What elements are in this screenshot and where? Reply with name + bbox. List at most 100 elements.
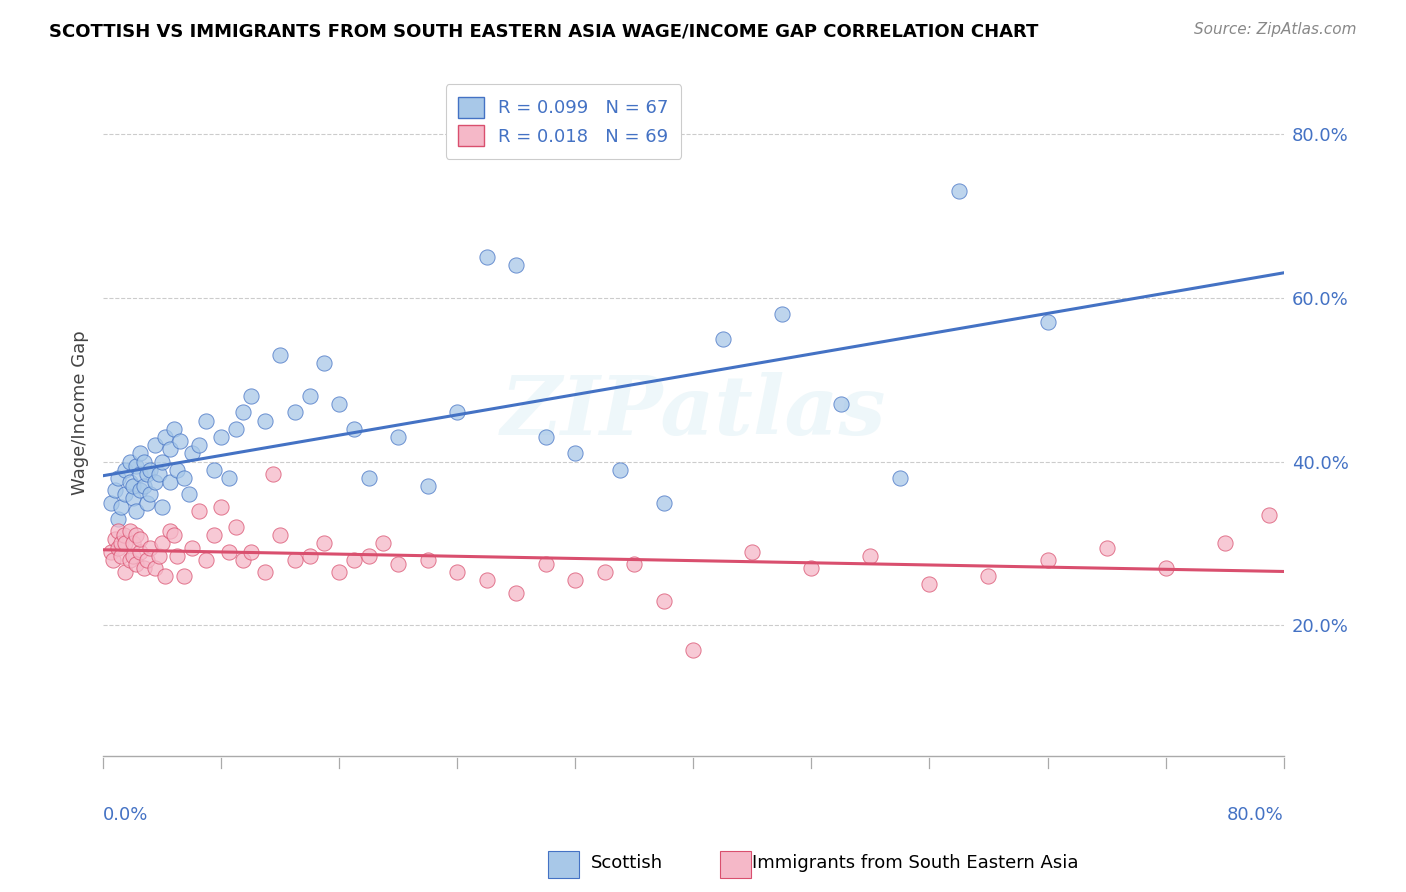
Point [859, 549, 882, 563]
Point [118, 524, 141, 539]
Point [564, 446, 586, 460]
Point [209, 500, 232, 514]
Point [977, 569, 1000, 583]
Point [110, 536, 132, 550]
Point [129, 446, 152, 460]
Point [239, 544, 262, 558]
Point [593, 565, 616, 579]
Text: Source: ZipAtlas.com: Source: ZipAtlas.com [1194, 22, 1357, 37]
Point [416, 553, 439, 567]
Point [218, 544, 240, 558]
Point [180, 541, 202, 555]
Point [136, 495, 159, 509]
Text: 80.0%: 80.0% [1227, 805, 1284, 823]
Point [107, 524, 129, 539]
Point [114, 487, 136, 501]
Point [218, 471, 240, 485]
Point [118, 454, 141, 468]
Point [505, 258, 527, 272]
Point [534, 557, 557, 571]
Point [163, 528, 186, 542]
Point [173, 569, 195, 583]
Point [343, 553, 366, 567]
Text: Scottish: Scottish [591, 855, 662, 872]
Point [150, 500, 173, 514]
Point [153, 430, 176, 444]
Point [1213, 536, 1236, 550]
Point [124, 557, 146, 571]
Point [225, 422, 247, 436]
Point [143, 475, 166, 489]
Point [166, 463, 188, 477]
Point [387, 430, 409, 444]
Point [298, 389, 321, 403]
Point [711, 332, 734, 346]
Point [1036, 553, 1059, 567]
Point [202, 528, 225, 542]
Point [118, 475, 141, 489]
Point [1095, 541, 1118, 555]
Point [166, 549, 188, 563]
Point [124, 458, 146, 473]
Point [534, 430, 557, 444]
Point [139, 463, 162, 477]
Point [103, 553, 125, 567]
Point [153, 569, 176, 583]
Legend: R = 0.099   N = 67, R = 0.018   N = 69: R = 0.099 N = 67, R = 0.018 N = 69 [446, 85, 681, 159]
Point [110, 500, 132, 514]
Point [136, 553, 159, 567]
Point [446, 565, 468, 579]
Point [121, 549, 143, 563]
Point [373, 536, 395, 550]
Point [107, 471, 129, 485]
Point [110, 549, 132, 563]
Point [416, 479, 439, 493]
Point [800, 561, 823, 575]
Point [118, 553, 141, 567]
Point [1257, 508, 1279, 522]
Text: SCOTTISH VS IMMIGRANTS FROM SOUTH EASTERN ASIA WAGE/INCOME GAP CORRELATION CHART: SCOTTISH VS IMMIGRANTS FROM SOUTH EASTER… [49, 22, 1039, 40]
Point [121, 536, 143, 550]
Point [475, 574, 498, 588]
Point [114, 565, 136, 579]
Point [129, 467, 152, 481]
Point [121, 491, 143, 506]
Point [163, 422, 186, 436]
Point [177, 487, 200, 501]
Point [195, 553, 218, 567]
Point [143, 438, 166, 452]
Point [180, 446, 202, 460]
Point [139, 541, 162, 555]
Point [298, 549, 321, 563]
Point [262, 467, 284, 481]
Point [202, 463, 225, 477]
Point [652, 594, 675, 608]
Point [830, 397, 852, 411]
Point [918, 577, 941, 591]
Point [328, 397, 350, 411]
Point [948, 185, 970, 199]
Point [114, 536, 136, 550]
Point [609, 463, 631, 477]
Text: Immigrants from South Eastern Asia: Immigrants from South Eastern Asia [752, 855, 1078, 872]
Point [148, 467, 170, 481]
Point [114, 463, 136, 477]
Point [143, 561, 166, 575]
Point [770, 307, 793, 321]
Point [652, 495, 675, 509]
Point [314, 536, 336, 550]
Text: ZIPatlas: ZIPatlas [501, 373, 886, 452]
Point [159, 524, 181, 539]
Point [100, 544, 122, 558]
Point [148, 549, 170, 563]
Point [121, 479, 143, 493]
Point [269, 528, 291, 542]
Point [134, 479, 156, 493]
Point [284, 553, 307, 567]
Point [343, 422, 366, 436]
Y-axis label: Wage/Income Gap: Wage/Income Gap [72, 330, 89, 495]
Point [188, 438, 211, 452]
Point [159, 442, 181, 457]
Point [254, 565, 277, 579]
Point [254, 414, 277, 428]
